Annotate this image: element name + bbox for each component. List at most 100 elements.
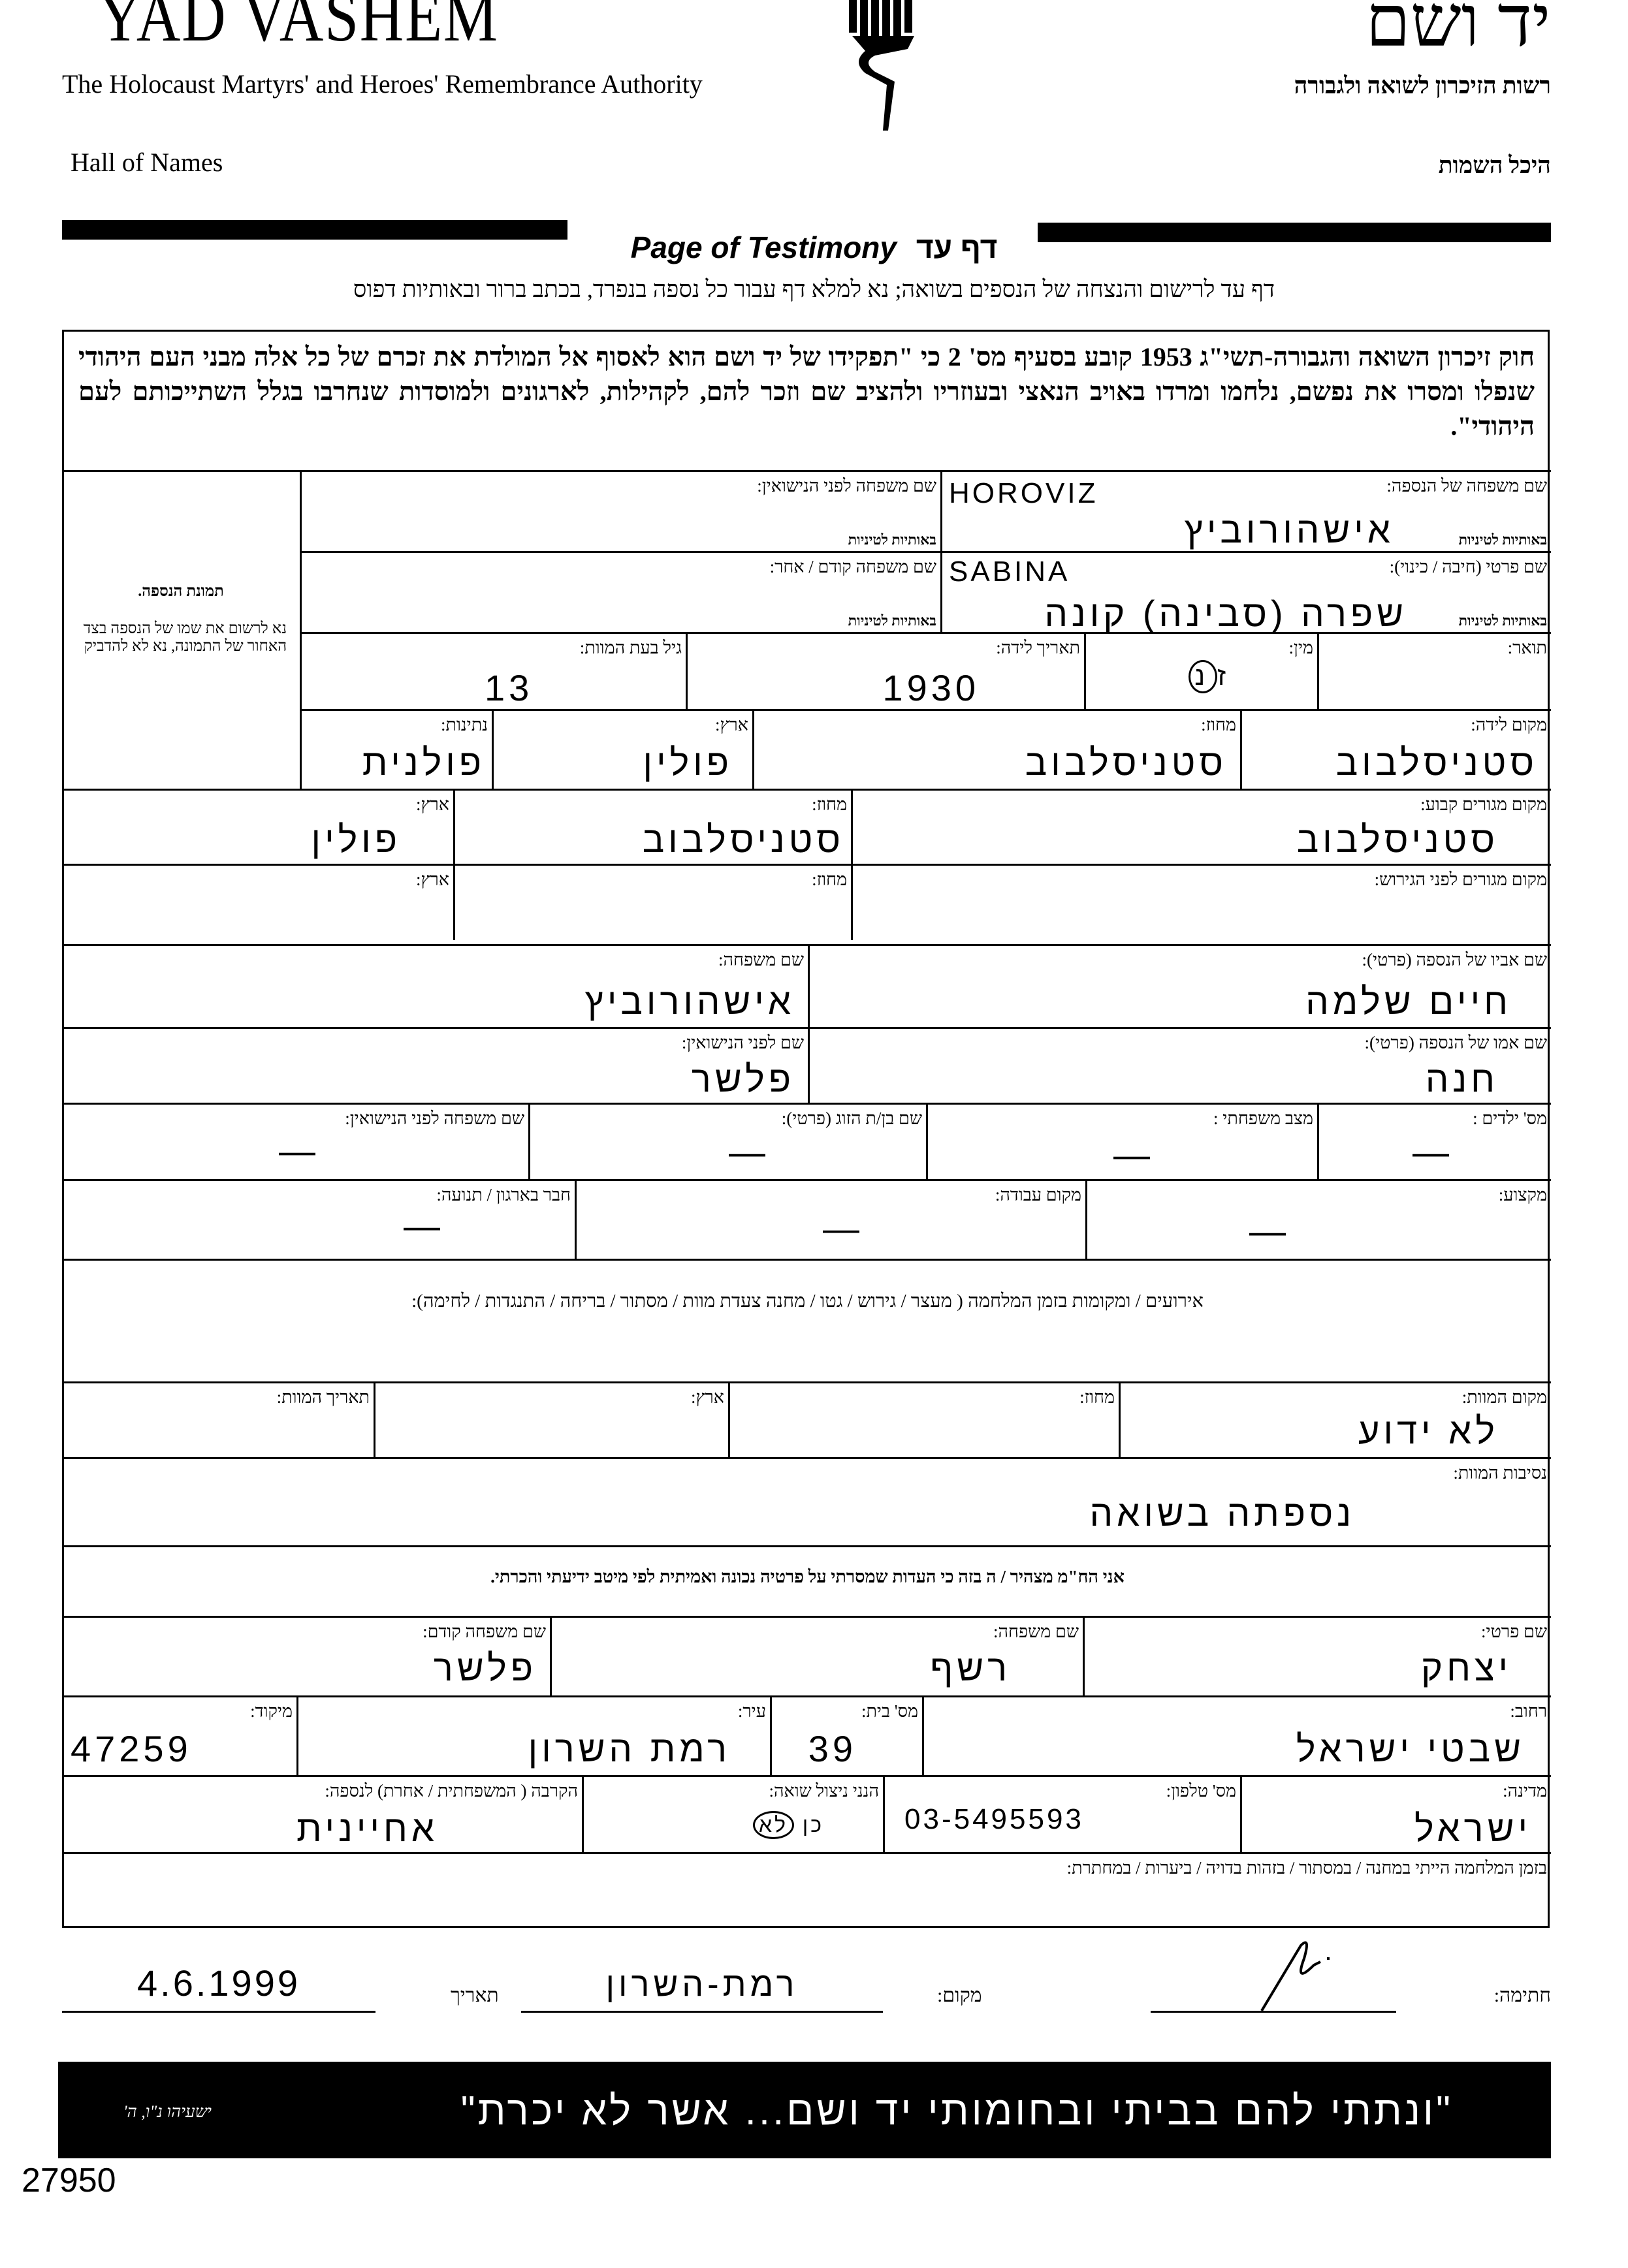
banner-quote: "ונתתי להם בביתי ובחומותי יד ושם... אשר … bbox=[460, 2088, 1453, 2134]
label: ארץ: bbox=[415, 795, 449, 814]
signature-field[interactable] bbox=[1151, 1941, 1396, 2013]
submitter-surname-field[interactable]: שם משפחה: רשף bbox=[550, 1616, 1083, 1695]
submitter-street-field[interactable]: רחוב: שבטי ישראל bbox=[922, 1695, 1551, 1775]
law-text: חוק זיכרון השואה והגבורה-תשי"ג 1953 קובע… bbox=[78, 342, 1535, 441]
spouse-maiden-field[interactable]: שם משפחה לפני הנישואין: — bbox=[62, 1103, 528, 1179]
gender-female-option-selected[interactable]: נ bbox=[1189, 660, 1218, 693]
value: סטניסלבוב bbox=[1025, 742, 1227, 783]
workplace-field[interactable]: מקום עבודה: — bbox=[575, 1179, 1085, 1259]
wartime-events-field[interactable]: אירועים / ומקומות בזמן המלחמה ( מעצר / ג… bbox=[62, 1259, 1551, 1381]
submitter-previous-surname-field[interactable]: שם משפחה קודם: פלשר bbox=[62, 1616, 550, 1695]
value: חנה bbox=[1425, 1058, 1499, 1099]
survivor-no-option-selected[interactable]: לא bbox=[752, 1811, 794, 1839]
subtitle-en: The Holocaust Martyrs' and Heroes' Remem… bbox=[62, 69, 703, 99]
value: רמת-השרון bbox=[605, 1966, 799, 2004]
victim-birth-region-field[interactable]: מחוז: סטניסלבוב bbox=[752, 709, 1240, 789]
death-region-field[interactable]: מחוז: bbox=[728, 1381, 1119, 1457]
submitter-survivor-field[interactable]: הנני ניצול שואה: כן לא bbox=[582, 1775, 883, 1852]
latin-hint: באותיות לטיניות bbox=[1458, 531, 1547, 548]
label: שם משפחה: bbox=[718, 950, 804, 969]
survivor-yes-option[interactable]: כן bbox=[802, 1813, 824, 1836]
children-count-field[interactable]: מס' ילדים : — bbox=[1317, 1103, 1551, 1179]
organization-field[interactable]: חבר בארגון / תנועה: — bbox=[62, 1179, 575, 1259]
value: שבטי ישראל bbox=[1296, 1728, 1525, 1769]
victim-previous-name-field[interactable]: שם משפחה קודם / אחר: באותיות לטיניות bbox=[300, 551, 940, 632]
value: 13 bbox=[485, 667, 534, 708]
value: 39 bbox=[808, 1728, 857, 1769]
label: נסיבות המוות: bbox=[1453, 1463, 1547, 1483]
title-en: Page of Testimony bbox=[630, 230, 897, 264]
death-place-field[interactable]: מקום המוות: לא ידוע bbox=[1119, 1381, 1551, 1457]
value: — bbox=[729, 1131, 769, 1173]
gender-male-option[interactable]: ז bbox=[1217, 662, 1232, 691]
father-name-field[interactable]: שם אביו של הנספה (פרטי): חיים שלמה bbox=[808, 944, 1551, 1027]
victim-residence-region-field[interactable]: מחוז: סטניסלבוב bbox=[453, 789, 851, 864]
submitter-relationship-field[interactable]: הקרבה ( המשפחתית / אחרת) לנספה: אחיינית bbox=[62, 1775, 582, 1852]
submitter-country-field[interactable]: מדינה: ישראל bbox=[1240, 1775, 1551, 1852]
archive-number: 27950 bbox=[22, 2162, 116, 2199]
victim-prewar-country-field[interactable]: ארץ: bbox=[62, 864, 453, 940]
signature-scribble-icon bbox=[1260, 1941, 1330, 2012]
victim-nationality-field[interactable]: נתינות: פולנית bbox=[300, 709, 492, 789]
label: חבר בארגון / תנועה: bbox=[436, 1185, 571, 1205]
place-field[interactable]: רמת-השרון bbox=[521, 1965, 883, 2013]
victim-age-field[interactable]: גיל בעת המוות: 13 bbox=[300, 632, 686, 709]
label: מקצוע: bbox=[1498, 1185, 1547, 1205]
submitter-zip-field[interactable]: מיקוד: 47259 bbox=[62, 1695, 296, 1775]
victim-residence-field[interactable]: מקום מגורים קבוע: סטניסלבוב bbox=[851, 789, 1551, 864]
declaration-row: אני הח"מ מצהיר / ה בזה כי העדות שמסרתי ע… bbox=[62, 1545, 1551, 1616]
submitter-city-field[interactable]: עיר: רמת השרון bbox=[296, 1695, 770, 1775]
death-date-field[interactable]: תאריך המוות: bbox=[62, 1381, 374, 1457]
label: רחוב: bbox=[1510, 1701, 1547, 1721]
instructions: דף עד לרישום והנצחה של הנספים בשואה; נא … bbox=[353, 276, 1275, 302]
victim-title-field[interactable]: תואר: bbox=[1317, 632, 1551, 709]
death-circumstances-field[interactable]: נסיבות המוות: נספתה בשואה bbox=[62, 1457, 1551, 1545]
victim-residence-country-field[interactable]: ארץ: פולין bbox=[62, 789, 453, 864]
value: רשף bbox=[930, 1647, 1011, 1688]
value: 47259 bbox=[71, 1728, 192, 1769]
marital-status-field[interactable]: מצב משפחתי : — bbox=[926, 1103, 1317, 1179]
victim-prewar-region-field[interactable]: מחוז: bbox=[453, 864, 851, 940]
victim-prewar-residence-field[interactable]: מקום מגורים לפני הגירוש: bbox=[851, 864, 1551, 940]
value: אישהורוביץ bbox=[1184, 509, 1394, 550]
value: אחיינית bbox=[296, 1808, 438, 1849]
label: ארץ: bbox=[714, 715, 748, 734]
profession-field[interactable]: מקצוע: — bbox=[1085, 1179, 1551, 1259]
value: חיים שלמה bbox=[1305, 981, 1512, 1022]
title-he: דף עד bbox=[916, 230, 998, 264]
latin-hint: באותיות לטיניות bbox=[1458, 612, 1547, 629]
value: — bbox=[404, 1205, 444, 1246]
mother-name-field[interactable]: שם אמו של הנספה (פרטי): חנה bbox=[808, 1027, 1551, 1103]
date-field[interactable]: 4.6.1999 bbox=[62, 1962, 375, 2013]
label: הנני ניצול שואה: bbox=[769, 1781, 879, 1801]
date-label: תאריך bbox=[451, 1985, 499, 2006]
submitter-first-name-field[interactable]: שם פרטי: יצחק bbox=[1083, 1616, 1551, 1695]
mother-maiden-field[interactable]: שם לפני הנישואין: פלשר bbox=[62, 1027, 808, 1103]
label: מס' טלפון: bbox=[1166, 1781, 1236, 1801]
victim-birth-place-field[interactable]: מקום לידה: סטניסלבוב bbox=[1240, 709, 1551, 789]
spouse-name-field[interactable]: שם בן/ת הזוג (פרטי): — bbox=[528, 1103, 926, 1179]
victim-maiden-name-field[interactable]: שם משפחה לפני הנישואין: באותיות לטיניות bbox=[300, 470, 940, 551]
victim-birth-country-field[interactable]: ארץ: פולין bbox=[492, 709, 752, 789]
submitter-wartime-field[interactable]: בזמן המלחמה הייתי במחנה / במסתור / בזהות… bbox=[62, 1852, 1551, 1929]
submitter-phone-field[interactable]: מס' טלפון: 03-5495593 bbox=[883, 1775, 1240, 1852]
photo-note: נא לרשום את שמו של הנספה בצד האחור של הת… bbox=[83, 620, 287, 655]
value: 1930 bbox=[882, 667, 980, 708]
victim-surname-field[interactable]: שם משפחה של הנספה: HOROVIZ באותיות לטיני… bbox=[940, 470, 1551, 551]
label: שם משפחה לפני הנישואין: bbox=[345, 1109, 524, 1128]
victim-first-name-field[interactable]: שם פרטי (חיבה / כינוי): SABINA באותיות ל… bbox=[940, 551, 1551, 634]
father-surname-field[interactable]: שם משפחה: אישהורוביץ bbox=[62, 944, 808, 1027]
death-country-field[interactable]: ארץ: bbox=[374, 1381, 728, 1457]
label: שם משפחה לפני הנישואין: bbox=[757, 476, 936, 496]
label: מיקוד: bbox=[250, 1701, 293, 1721]
victim-gender-field[interactable]: מין: זנ bbox=[1084, 632, 1317, 709]
value: לא ידוע bbox=[1358, 1410, 1499, 1451]
value: 03-5495593 bbox=[904, 1803, 1084, 1835]
label: ארץ: bbox=[690, 1387, 724, 1407]
subtitle-he: רשות הזיכרון לשואה ולגבורה bbox=[1294, 72, 1551, 99]
submitter-house-no-field[interactable]: מס' בית: 39 bbox=[770, 1695, 922, 1775]
photo-area[interactable]: תמונת הנספה. נא לרשום את שמו של הנספה בצ… bbox=[62, 470, 300, 789]
victim-birth-date-field[interactable]: תאריך לידה: 1930 bbox=[686, 632, 1084, 709]
label: בזמן המלחמה הייתי במחנה / במסתור / בזהות… bbox=[1066, 1858, 1547, 1878]
divider-bar-right bbox=[1038, 223, 1551, 242]
